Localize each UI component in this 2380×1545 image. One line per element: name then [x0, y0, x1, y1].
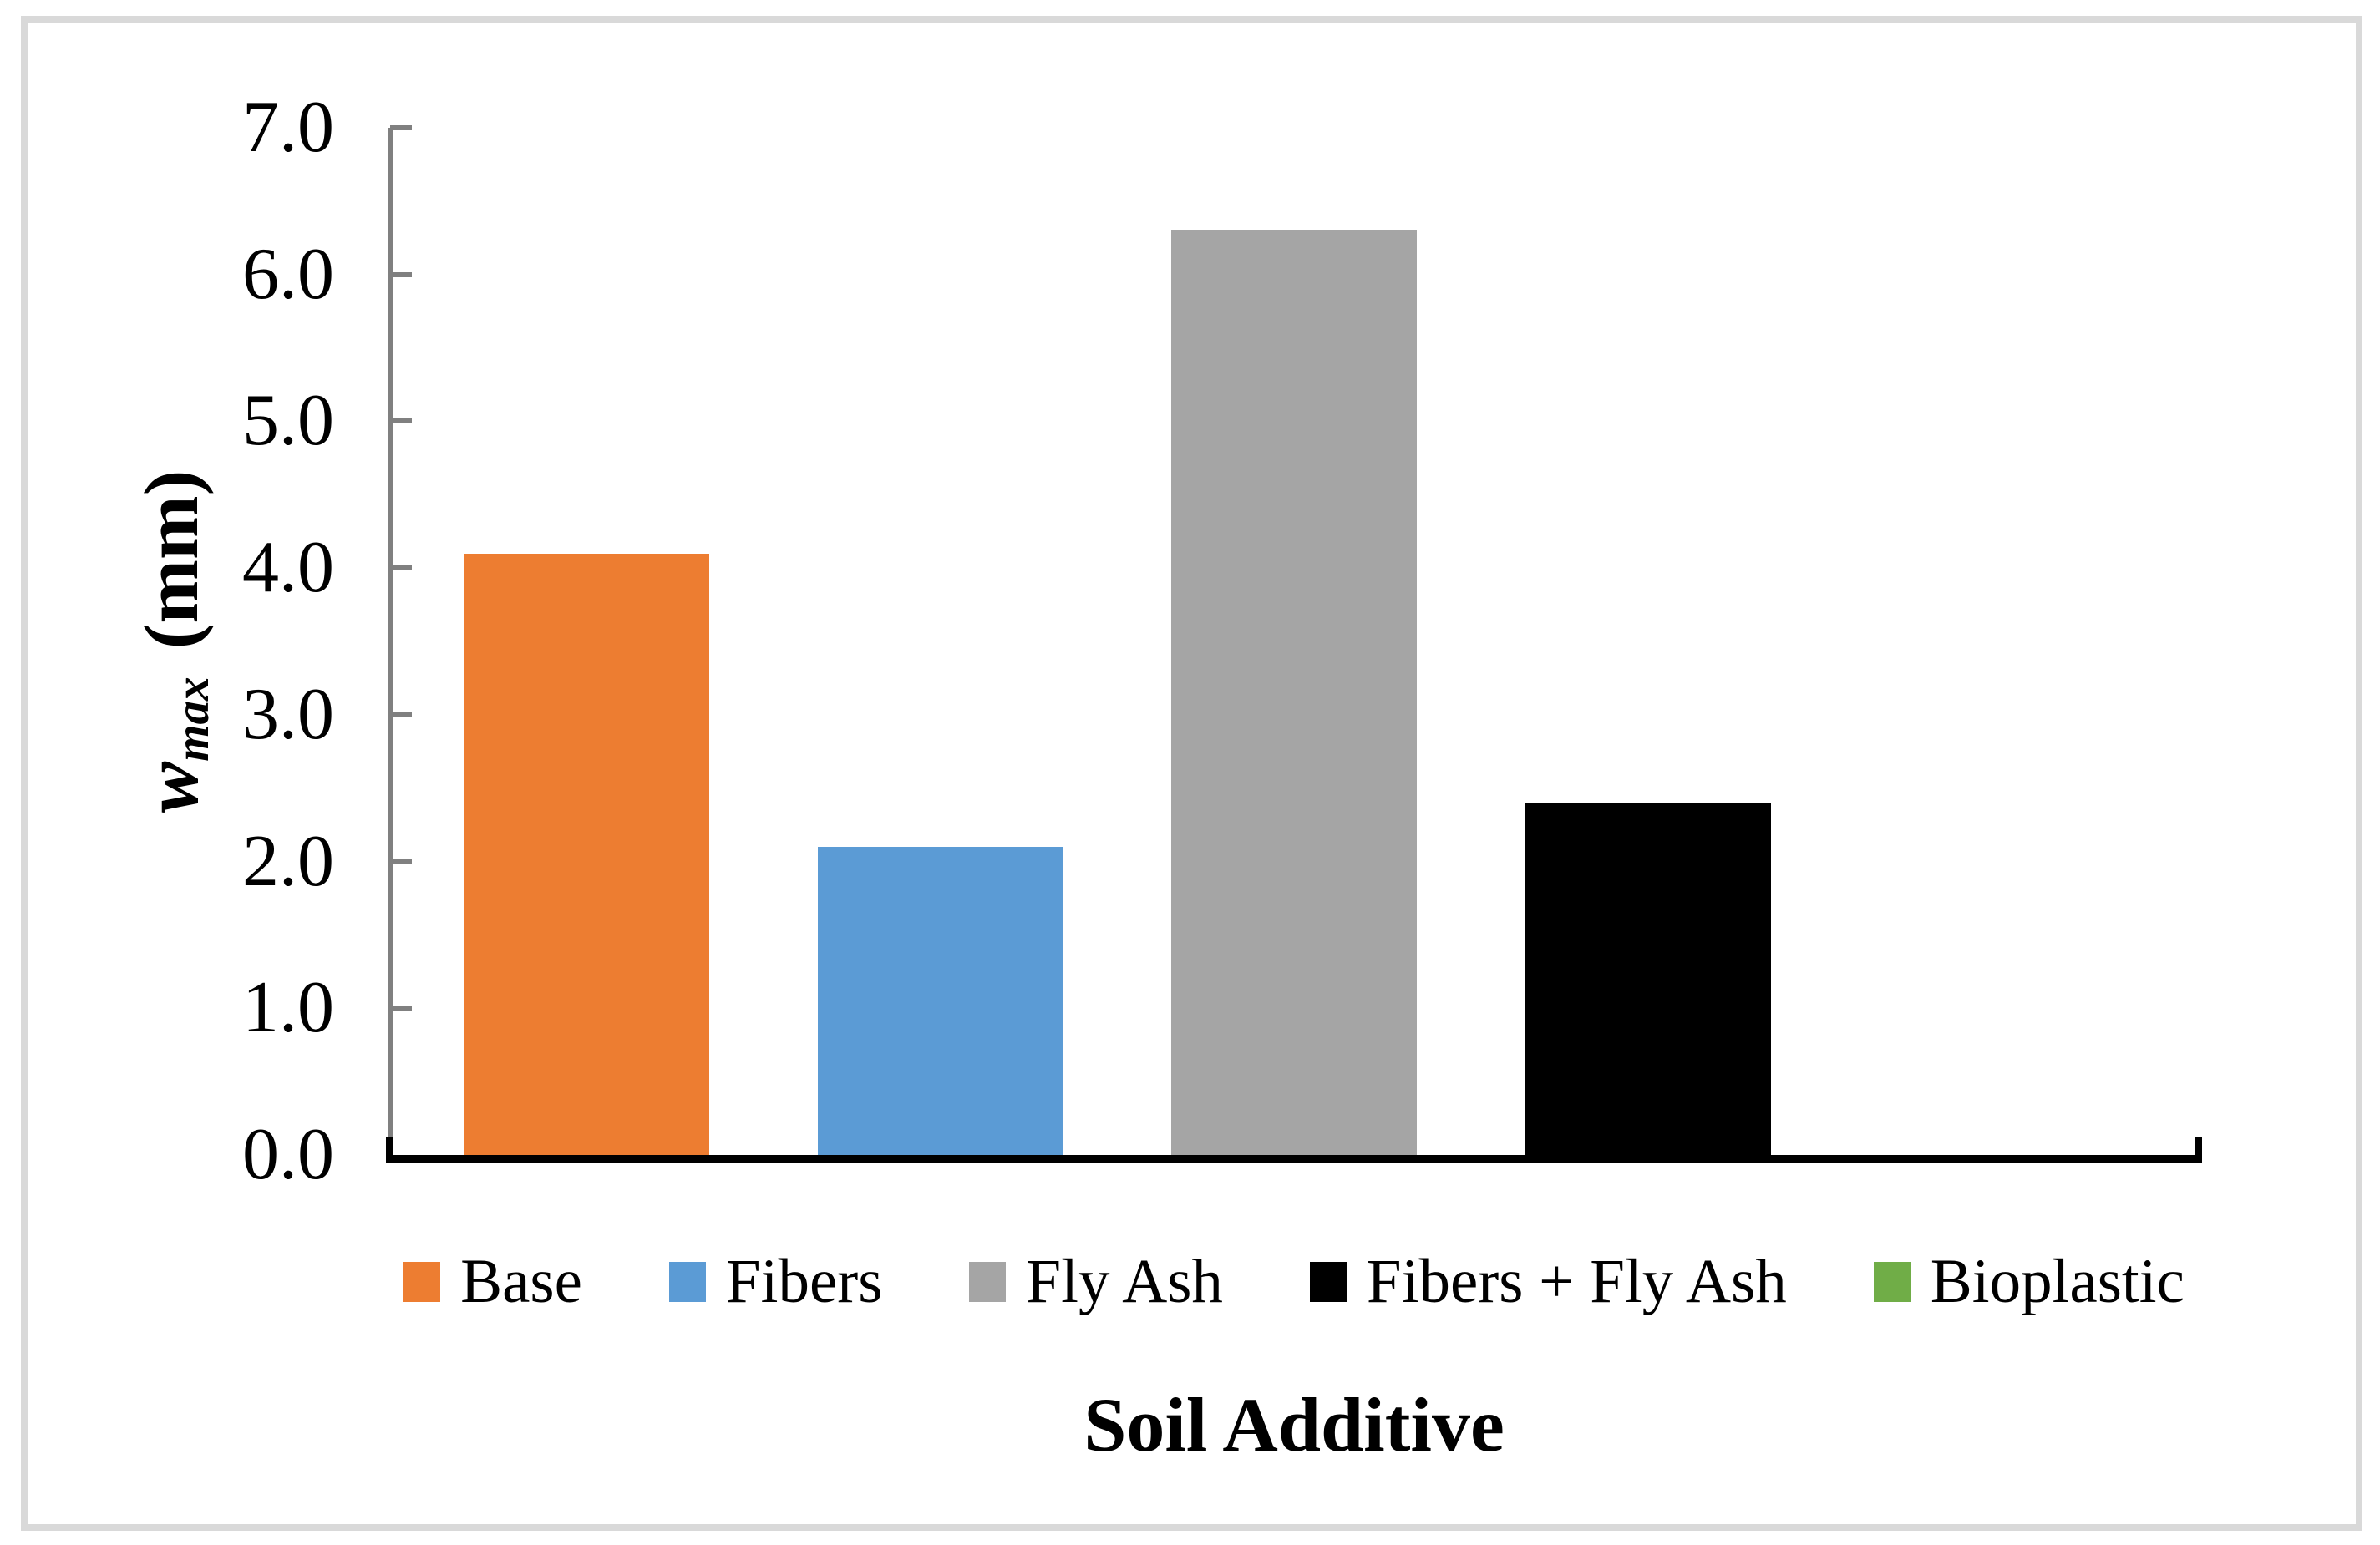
- legend: Base Fibers Fly Ash Fibers + Fly Ash Bio…: [390, 1249, 2198, 1315]
- legend-item-fibers-fly-ash: Fibers + Fly Ash: [1309, 1247, 1787, 1316]
- y-axis-line: [388, 128, 393, 1160]
- y-axis-tick: [390, 1006, 412, 1011]
- legend-label: Fly Ash: [1026, 1247, 1223, 1316]
- legend-label: Bioplastic: [1930, 1247, 2185, 1316]
- legend-item-fibers: Fibers: [668, 1247, 883, 1316]
- legend-swatch-fly-ash: [969, 1262, 1007, 1302]
- plot-area: [390, 125, 2198, 1155]
- bar-fibers-fly-ash: [1525, 803, 1771, 1155]
- x-axis-end-tick-right: [2195, 1137, 2202, 1155]
- bar-fly-ash: [1171, 230, 1417, 1155]
- y-axis-tick: [390, 565, 412, 571]
- y-tick-label: 3.0: [242, 673, 334, 755]
- y-axis-tick: [390, 712, 412, 717]
- y-axis-tick: [390, 859, 412, 864]
- x-axis-title: Soil Additive: [1083, 1382, 1505, 1467]
- bar-fibers: [817, 847, 1063, 1155]
- y-axis-tick: [390, 125, 412, 130]
- legend-label: Fibers: [725, 1247, 883, 1316]
- y-axis-tick: [390, 271, 412, 277]
- legend-label: Fibers + Fly Ash: [1366, 1247, 1787, 1316]
- legend-swatch-fibers: [668, 1262, 706, 1302]
- y-tick-label: 4.0: [242, 527, 334, 609]
- y-tick-label: 5.0: [242, 380, 334, 462]
- y-tick-label: 6.0: [242, 233, 334, 315]
- legend-item-fly-ash: Fly Ash: [969, 1249, 1223, 1315]
- y-axis-tick-labels: 7.0 6.0 5.0 4.0 3.0 2.0 1.0 0.0: [100, 91, 334, 1192]
- y-tick-label: 2.0: [242, 820, 334, 902]
- x-axis-line: [386, 1155, 2202, 1163]
- y-axis-tick: [390, 418, 412, 424]
- bar-base: [464, 553, 709, 1155]
- legend-item-bioplastic: Bioplastic: [1873, 1247, 2185, 1316]
- y-tick-label: 0.0: [242, 1114, 334, 1195]
- legend-label: Base: [460, 1247, 582, 1316]
- legend-swatch-bioplastic: [1873, 1262, 1911, 1302]
- y-tick-label: 1.0: [242, 967, 334, 1049]
- legend-swatch-base: [403, 1262, 441, 1302]
- y-tick-label: 7.0: [242, 87, 334, 168]
- legend-swatch-fibers-fly-ash: [1309, 1262, 1347, 1302]
- x-axis-end-tick-left: [386, 1137, 393, 1155]
- legend-item-base: Base: [403, 1249, 582, 1315]
